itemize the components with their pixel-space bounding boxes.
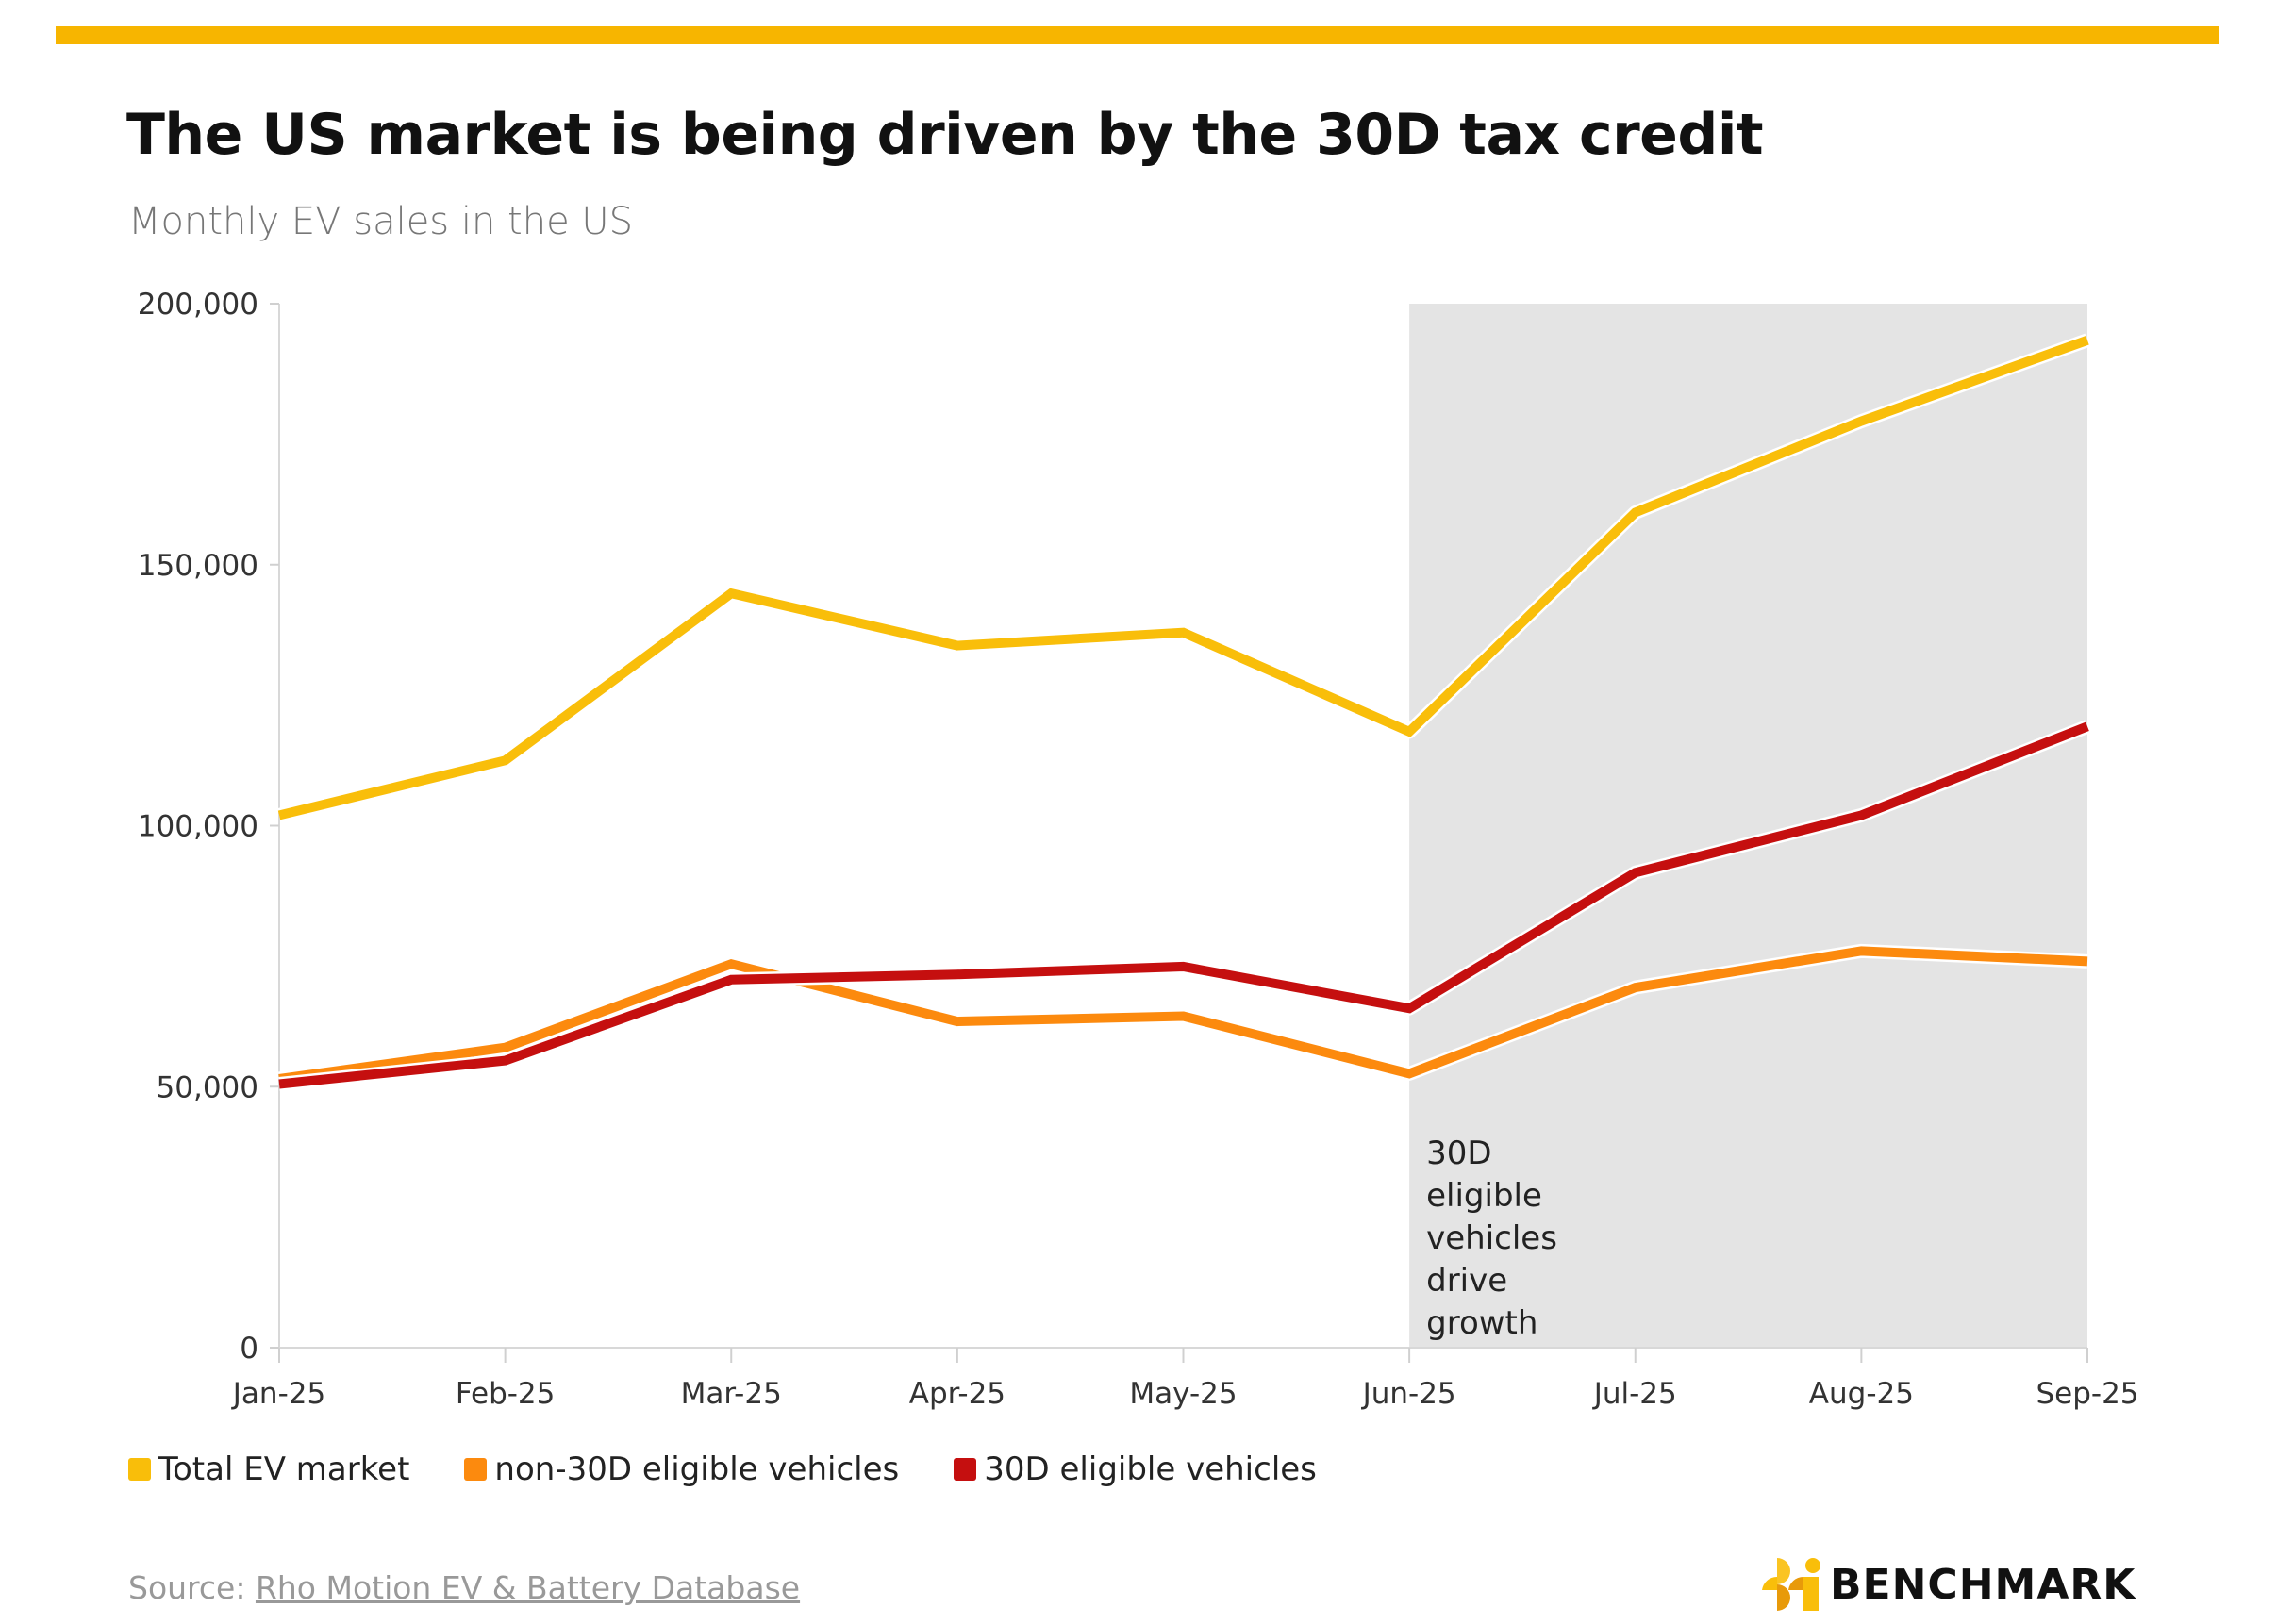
y-tick-label: 150,000 [138, 549, 258, 583]
legend: Total EV market non-30D eligible vehicles… [128, 1450, 1317, 1488]
y-tick-label: 100,000 [138, 810, 258, 844]
annotation-line: drive [1426, 1262, 1507, 1300]
annotation-line: 30D [1426, 1135, 1491, 1172]
x-tick-label: Aug-25 [1809, 1377, 1914, 1411]
x-tick-label: Jun-25 [1361, 1377, 1456, 1411]
legend-swatch [464, 1458, 488, 1481]
shaded-region [1409, 304, 2087, 1348]
x-tick-label: Sep-25 [2036, 1377, 2138, 1411]
benchmark-logo: BENCHMARK [1760, 1556, 2136, 1613]
legend-swatch [954, 1458, 977, 1481]
legend-item: Total EV market [128, 1450, 409, 1488]
y-tick-label: 0 [240, 1332, 258, 1366]
chart-subtitle: Monthly EV sales in the US [128, 200, 634, 243]
x-tick-label: Mar-25 [681, 1377, 782, 1411]
source-note: Source: Rho Motion EV & Battery Database [128, 1569, 800, 1606]
x-tick-label: Jul-25 [1592, 1377, 1677, 1411]
chart-title: The US market is being driven by the 30D… [126, 102, 1764, 168]
x-tick-label: Jan-25 [231, 1377, 325, 1411]
logo-text: BENCHMARK [1830, 1560, 2136, 1609]
source-prefix: Source: [128, 1569, 256, 1606]
legend-item: non-30D eligible vehicles [464, 1450, 899, 1488]
annotation-line: eligible [1426, 1177, 1542, 1215]
x-tick-label: Feb-25 [456, 1377, 556, 1411]
benchmark-logo-icon [1762, 1558, 1820, 1611]
y-tick-label: 200,000 [138, 288, 258, 322]
x-tick-label: Apr-25 [909, 1377, 1006, 1411]
y-tick-label: 50,000 [157, 1070, 258, 1104]
source-link[interactable]: Rho Motion EV & Battery Database [255, 1569, 801, 1606]
legend-label: 30D eligible vehicles [984, 1450, 1317, 1488]
legend-item: 30D eligible vehicles [954, 1450, 1317, 1488]
annotation-line: vehicles [1426, 1219, 1557, 1257]
legend-label: Total EV market [158, 1450, 410, 1488]
annotation-line: growth [1426, 1304, 1537, 1342]
x-tick-label: May-25 [1129, 1377, 1237, 1411]
legend-swatch [128, 1458, 151, 1481]
accent-bar [56, 26, 2219, 44]
legend-label: non-30D eligible vehicles [494, 1450, 900, 1488]
